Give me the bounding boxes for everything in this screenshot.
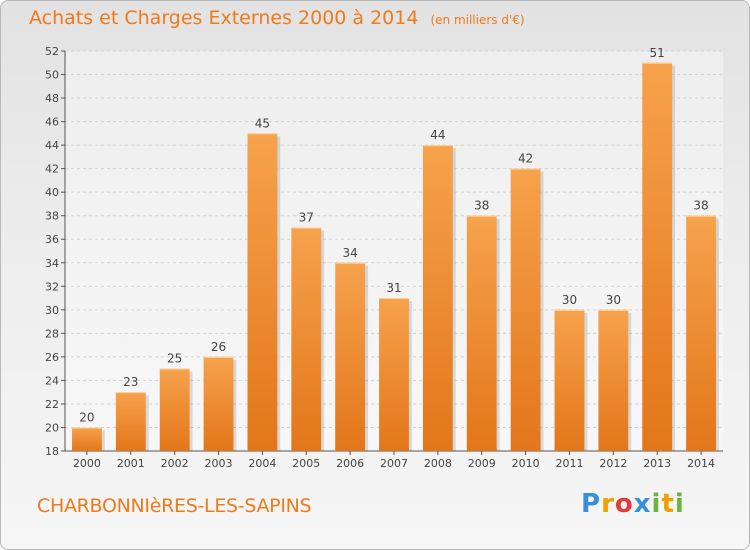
y-tick-label: 34 (45, 257, 59, 270)
x-tick-label: 2008 (424, 457, 452, 470)
bar (686, 215, 716, 451)
y-tick-label: 30 (45, 304, 59, 317)
x-tick-label: 2000 (73, 457, 101, 470)
bar (422, 145, 453, 451)
bar (335, 262, 366, 451)
x-tick-label: 2009 (468, 457, 496, 470)
x-tick-label: 2014 (687, 457, 715, 470)
y-tick-label: 38 (45, 210, 59, 223)
x-tick-label: 2012 (599, 457, 627, 470)
bar-value-label: 34 (342, 246, 357, 260)
bar-value-label: 31 (386, 281, 401, 295)
y-tick-label: 28 (45, 327, 59, 340)
bar (466, 215, 497, 451)
x-tick-label: 2010 (512, 457, 540, 470)
x-tick-label: 2001 (117, 457, 145, 470)
bar-value-label: 51 (650, 46, 665, 60)
x-tick-label: 2013 (643, 457, 671, 470)
x-tick-label: 2005 (292, 457, 320, 470)
y-tick-label: 48 (45, 92, 59, 105)
bar-value-label: 25 (167, 352, 182, 366)
bar-value-label: 23 (123, 375, 138, 389)
bar (642, 62, 673, 451)
y-tick-label: 36 (45, 233, 59, 246)
y-tick-label: 40 (45, 186, 59, 199)
bar-value-label: 44 (430, 128, 445, 142)
bar (115, 392, 146, 451)
logo-letter: P (581, 489, 602, 519)
y-tick-label: 46 (45, 116, 59, 129)
bar-value-label: 38 (693, 199, 708, 213)
bar (72, 427, 102, 451)
logo-letter: i (651, 489, 662, 519)
bar (379, 298, 409, 451)
x-tick-label: 2003 (205, 457, 233, 470)
logo-letter: i (674, 489, 685, 519)
bar-value-label: 30 (606, 293, 621, 307)
bar-value-label: 45 (255, 116, 270, 130)
bar-value-label: 30 (562, 293, 577, 307)
bar-value-label: 42 (518, 152, 533, 166)
proxiti-logo: Proxiti (581, 489, 685, 519)
chart-title: Achats et Charges Externes 2000 à 2014 (e… (29, 7, 525, 29)
bar-value-label: 37 (299, 210, 314, 224)
x-tick-label: 2011 (555, 457, 583, 470)
chart-title-unit: (en milliers d'€) (430, 13, 525, 27)
bar-value-label: 26 (211, 340, 226, 354)
x-tick-label: 2006 (336, 457, 364, 470)
y-tick-label: 20 (45, 421, 59, 434)
bar (159, 368, 190, 451)
commune-name: CHARBONNIèRES-LES-SAPINS (37, 495, 312, 517)
bar-value-label: 20 (79, 410, 94, 424)
bar (554, 309, 585, 451)
x-tick-label: 2002 (161, 457, 189, 470)
y-tick-label: 24 (45, 374, 59, 387)
y-tick-label: 18 (45, 445, 59, 458)
y-tick-label: 22 (45, 398, 59, 411)
logo-letter: r (601, 489, 615, 519)
logo-letter: x (633, 489, 652, 519)
x-tick-label: 2007 (380, 457, 408, 470)
bar (510, 168, 541, 451)
y-tick-label: 44 (45, 139, 59, 152)
bar (598, 309, 629, 451)
y-tick-label: 50 (45, 69, 59, 82)
bar (291, 227, 322, 451)
bar-value-label: 38 (474, 199, 489, 213)
bar (247, 133, 278, 451)
y-tick-label: 52 (45, 45, 59, 58)
logo-letter: o (614, 489, 634, 519)
chart-title-main: Achats et Charges Externes 2000 à 2014 (29, 7, 419, 29)
bar (203, 356, 234, 451)
logo-letter: t (661, 489, 675, 519)
y-tick-label: 26 (45, 351, 59, 364)
x-tick-label: 2004 (248, 457, 276, 470)
y-tick-label: 42 (45, 163, 59, 176)
y-tick-label: 32 (45, 280, 59, 293)
